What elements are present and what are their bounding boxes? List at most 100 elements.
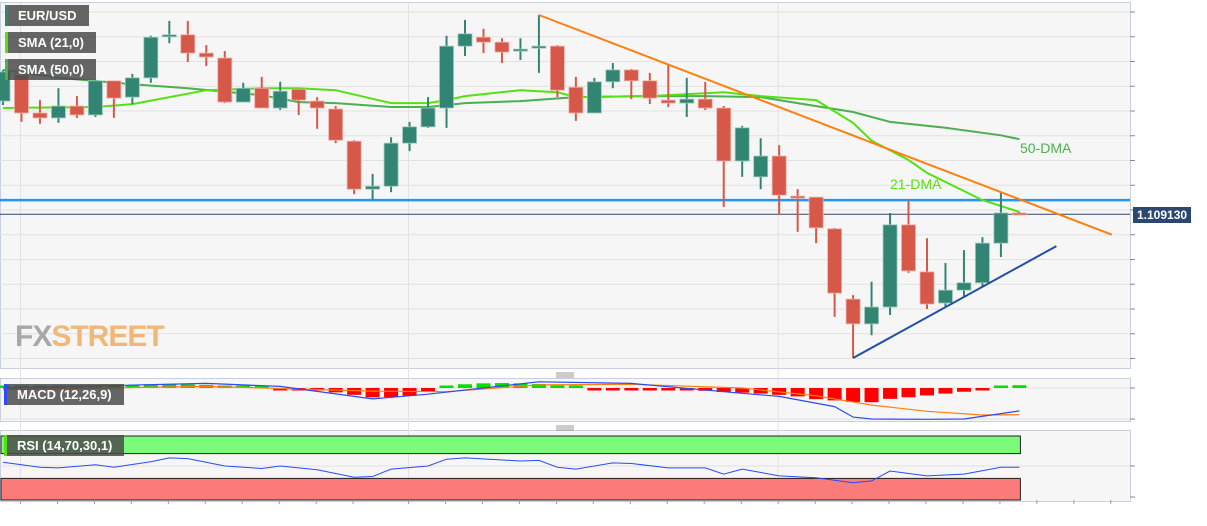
candle-jan-21: [272, 90, 288, 109]
candle-feb-28: [753, 155, 769, 178]
rsi-overbought-zone: [0, 435, 1021, 455]
candle-feb-25: [734, 127, 750, 162]
candle-dec-31: [0, 71, 11, 102]
annotation-21-dma: 21-DMA: [890, 176, 942, 192]
candle-feb-14: [568, 86, 584, 114]
candle-feb-8: [494, 41, 510, 53]
current-price-badge: 1.109130: [1133, 207, 1192, 223]
macd-histogram-bar: [236, 385, 251, 388]
rsi-line: [2, 457, 1020, 484]
candle-mar-1: [771, 155, 787, 196]
macd-histogram-bar: [956, 388, 971, 392]
macd-histogram-bar: [365, 388, 380, 398]
macd-histogram-bar: [827, 388, 842, 401]
candle-feb-7: [476, 36, 491, 43]
macd-histogram-bar: [679, 388, 694, 391]
candle-jan-27: [346, 140, 362, 190]
macd-histogram-bar: [661, 388, 676, 391]
candle-jan-10: [106, 80, 122, 99]
legend-macd[interactable]: MACD (12,26,9): [4, 384, 124, 405]
macd-histogram-bar: [605, 388, 620, 391]
candle-mar-3: [808, 196, 824, 229]
macd-histogram-bar: [273, 388, 288, 391]
legend-sma50[interactable]: SMA (50,0): [5, 59, 96, 80]
macd-histogram-bar: [439, 385, 454, 388]
candle-jan-18: [217, 57, 233, 103]
candle-jan-4: [32, 112, 48, 119]
candle-jan-17: [198, 52, 214, 58]
fxstreet-logo: FXSTREET: [15, 320, 165, 353]
candle-feb-2: [420, 107, 436, 128]
candle-jan-11: [124, 77, 140, 98]
descending-resistance-trendline: [538, 14, 1113, 236]
macd-histogram-bar: [384, 388, 399, 398]
macd-histogram-bar: [1012, 385, 1027, 388]
candle-mar-15: [956, 282, 972, 291]
macd-histogram-bar: [587, 388, 602, 391]
candle-jan-12: [143, 36, 159, 79]
annotation-50-dma: 50-DMA: [1020, 140, 1072, 156]
macd-histogram-bar: [883, 388, 898, 399]
candle-mar-17: [993, 212, 1009, 244]
candle-jan-14: [180, 34, 196, 54]
candle-feb-4: [457, 33, 473, 47]
legend-sma21[interactable]: SMA (21,0): [5, 32, 96, 53]
macd-histogram-bar: [568, 385, 583, 388]
macd-histogram-bar: [809, 388, 824, 400]
candle-mar-11: [919, 271, 935, 305]
macd-histogram-bar: [938, 388, 953, 394]
candle-mar-2: [790, 195, 806, 199]
macd-histogram-bar: [993, 385, 1008, 388]
candle-jan-13: [161, 34, 177, 38]
macd-histogram-bar: [254, 385, 269, 388]
macd-histogram-bar: [790, 388, 805, 397]
macd-histogram-bar: [864, 388, 879, 403]
macd-histogram-bar: [550, 385, 565, 388]
candle-mar-4: [827, 228, 842, 294]
macd-histogram-bar: [716, 388, 731, 393]
candle-feb-21: [660, 99, 676, 104]
macd-histogram-bar: [975, 388, 990, 391]
candle-mar-18: [1012, 212, 1027, 216]
ascending-support-trendline: [852, 245, 1057, 359]
macd-line: [2, 381, 1020, 420]
candle-mar-14: [938, 289, 953, 304]
candle-feb-18: [642, 80, 658, 99]
candle-mar-8: [864, 306, 879, 325]
candle-jan-31: [383, 142, 399, 187]
candle-jan-20: [254, 87, 270, 109]
candle-jan-6: [69, 105, 85, 116]
macd-histogram-bar: [753, 388, 768, 394]
macd-histogram-bar: [347, 388, 362, 395]
macd-histogram-bar: [143, 384, 158, 388]
macd-histogram-bar: [698, 388, 713, 391]
candle-jan-5: [51, 105, 66, 119]
macd-histogram-bar: [920, 388, 934, 396]
macd-histogram-bar: [846, 388, 861, 402]
macd-signal-line: [2, 383, 1020, 416]
candle-jan-25: [309, 100, 325, 109]
candle-jan-19: [235, 87, 251, 103]
candle-jan-28: [365, 185, 381, 190]
macd-histogram-bar: [735, 388, 750, 393]
candle-feb-11: [550, 45, 565, 91]
candle-feb-16: [605, 69, 621, 83]
candle-feb-15: [586, 81, 602, 114]
macd-histogram-bar: [421, 388, 436, 392]
macd-histogram-bar: [642, 388, 657, 391]
candle-feb-23: [697, 98, 713, 109]
candle-feb-1: [402, 126, 417, 144]
macd-histogram-bar: [901, 388, 916, 398]
candle-feb-24: [716, 107, 732, 162]
legend-rsi[interactable]: RSI (14,70,30,1): [4, 435, 125, 456]
candle-jan-26: [328, 108, 344, 141]
candle-mar-9: [882, 224, 898, 308]
candle-mar-10: [901, 224, 916, 272]
macd-histogram-bar: [458, 384, 472, 388]
candle-feb-3: [439, 45, 454, 109]
macd-histogram-bar: [624, 388, 639, 391]
candle-mar-16: [975, 242, 990, 284]
legend-eurusd[interactable]: EUR/USD: [5, 5, 89, 26]
macd-histogram-bar: [125, 385, 140, 388]
